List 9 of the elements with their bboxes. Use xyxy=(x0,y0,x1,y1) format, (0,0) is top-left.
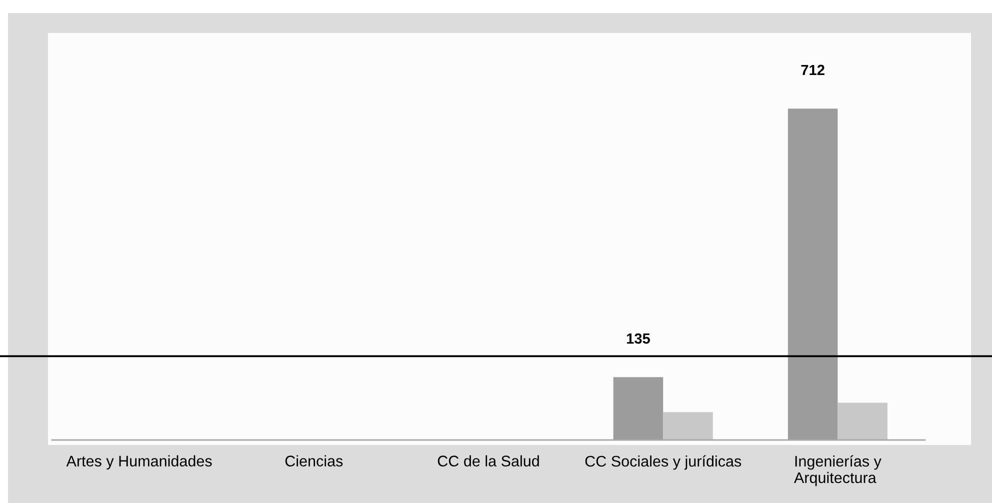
data-label: 712 xyxy=(801,64,824,75)
x-tick-label: Ingenierías y Arquitectura xyxy=(794,455,882,486)
x-tick-label: Ciencias xyxy=(285,455,343,466)
bar xyxy=(663,412,713,440)
x-tick-label: CC de la Salud xyxy=(438,455,539,466)
data-label: 135 xyxy=(626,333,650,344)
x-tick-label: CC Sociales y jurídicas xyxy=(585,455,742,470)
bar xyxy=(838,402,888,440)
x-tick-label: Artes y Humanidades xyxy=(66,455,212,470)
